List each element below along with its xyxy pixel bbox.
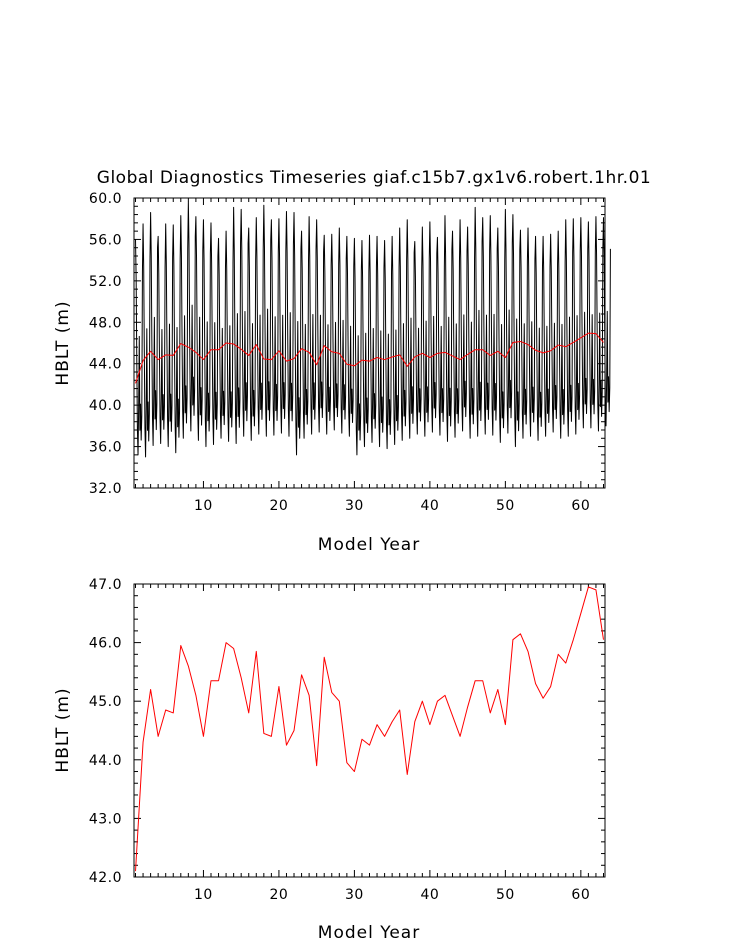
top-x-tick-label: 20: [270, 498, 289, 514]
bottom-y-tick-label: 45.0: [89, 694, 122, 710]
top-x-tick-label: 50: [496, 498, 515, 514]
top-y-tick-label: 52.0: [89, 274, 122, 290]
top-y-axis-label: HBLT (m): [53, 300, 73, 385]
top-y-tick-label: 36.0: [89, 440, 122, 456]
bottom-x-tick-label: 30: [345, 887, 364, 903]
top-chart: 10 20 30 40 50 60 32.0 36.0 40.0 44.0 48.0 52.0 56.0…: [53, 191, 611, 555]
top-y-tick-label: 44.0: [89, 357, 122, 373]
bottom-chart: 10 20 30 40 50 60 42.0 43.0 44.0 45.0 46.0 47.0 Mod…: [53, 577, 606, 943]
top-y-tick-label: 40.0: [89, 398, 122, 414]
bottom-x-tick-label: 50: [496, 887, 515, 903]
top-plot-area: [135, 201, 611, 458]
bottom-axis-ticks: [134, 583, 605, 878]
top-x-tick-label: 10: [194, 498, 213, 514]
bottom-y-tick-label: 46.0: [89, 636, 122, 652]
bottom-tick-labels: 10 20 30 40 50 60 42.0 43.0 44.0 45.0 46.0 47.0: [89, 577, 590, 903]
bottom-y-tick-label: 47.0: [89, 577, 122, 593]
bottom-y-tick-label: 43.0: [89, 811, 122, 827]
bottom-x-tick-label: 10: [194, 887, 213, 903]
top-y-tick-label: 60.0: [89, 191, 122, 207]
bottom-y-tick-label: 42.0: [89, 870, 122, 886]
bottom-x-tick-label: 60: [571, 887, 590, 903]
top-x-tick-label: 40: [420, 498, 439, 514]
top-series-line-monthly: [135, 201, 611, 458]
top-y-tick-label: 32.0: [89, 481, 122, 497]
top-y-tick-label: 48.0: [89, 315, 122, 331]
bottom-series-line-annual-mean: [135, 586, 604, 872]
top-tick-labels: 10 20 30 40 50 60 32.0 36.0 40.0 44.0 48.0 52.0 56.0…: [89, 191, 590, 514]
top-x-axis-label: Model Year: [318, 535, 420, 555]
bottom-x-axis-label: Model Year: [318, 923, 420, 943]
bottom-x-tick-label: 40: [420, 887, 439, 903]
bottom-y-axis-label: HBLT (m): [53, 687, 73, 772]
bottom-y-tick-label: 44.0: [89, 753, 122, 769]
bottom-plot-area: [135, 586, 604, 872]
top-x-tick-label: 30: [345, 498, 364, 514]
bottom-x-tick-label: 20: [270, 887, 289, 903]
top-series-line-annual-mean: [135, 332, 604, 384]
chart-title: Global Diagnostics Timeseries giaf.c15b7…: [97, 168, 651, 188]
top-x-tick-label: 60: [571, 498, 590, 514]
top-y-tick-label: 56.0: [89, 232, 122, 248]
